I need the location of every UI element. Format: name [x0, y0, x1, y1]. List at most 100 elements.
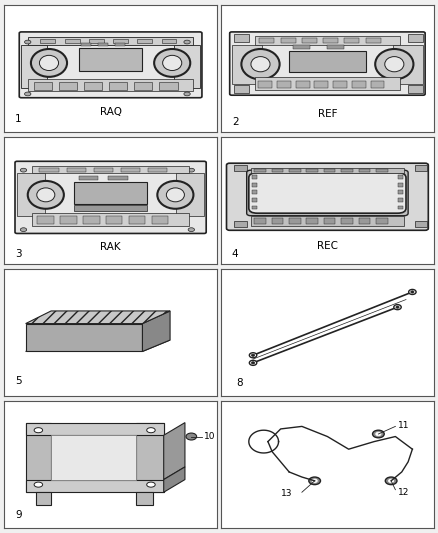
Bar	[109, 176, 127, 180]
Bar	[341, 168, 353, 172]
Text: 2: 2	[232, 117, 238, 127]
Ellipse shape	[20, 228, 27, 231]
Ellipse shape	[31, 49, 67, 77]
Bar	[84, 82, 102, 90]
Bar	[254, 219, 266, 224]
Bar	[79, 49, 142, 71]
Bar	[234, 165, 247, 172]
Ellipse shape	[251, 362, 254, 364]
Bar	[30, 326, 136, 329]
FancyBboxPatch shape	[247, 170, 408, 216]
Ellipse shape	[188, 168, 194, 172]
Text: RAK: RAK	[100, 243, 121, 253]
Ellipse shape	[25, 92, 31, 96]
FancyBboxPatch shape	[15, 161, 206, 233]
Bar	[32, 213, 189, 226]
Ellipse shape	[411, 291, 414, 293]
Text: 5: 5	[15, 376, 21, 385]
Bar	[306, 168, 318, 172]
Bar	[83, 216, 99, 224]
Bar	[254, 168, 266, 172]
Bar	[74, 205, 147, 211]
Bar	[289, 219, 300, 224]
Bar	[414, 165, 427, 172]
Bar	[234, 221, 247, 227]
Polygon shape	[25, 340, 170, 351]
Bar	[159, 82, 177, 90]
FancyBboxPatch shape	[249, 173, 406, 213]
Bar	[234, 85, 249, 93]
Bar	[398, 198, 403, 202]
Bar	[324, 219, 336, 224]
Polygon shape	[25, 480, 164, 492]
Text: REC: REC	[317, 241, 338, 251]
Polygon shape	[136, 423, 164, 492]
Bar	[30, 347, 136, 350]
Bar	[32, 166, 189, 173]
Bar	[138, 38, 152, 43]
Polygon shape	[36, 492, 51, 505]
Ellipse shape	[184, 92, 190, 96]
Ellipse shape	[396, 306, 399, 308]
Ellipse shape	[312, 479, 317, 482]
Bar	[30, 343, 136, 346]
Bar	[174, 45, 200, 87]
Ellipse shape	[251, 56, 270, 72]
Bar	[106, 216, 123, 224]
Bar	[234, 35, 249, 42]
Ellipse shape	[166, 188, 184, 202]
Ellipse shape	[34, 427, 42, 433]
Bar	[289, 51, 366, 72]
Ellipse shape	[249, 360, 257, 366]
FancyBboxPatch shape	[230, 32, 425, 95]
Bar	[148, 167, 167, 172]
Bar	[366, 38, 381, 43]
Bar	[255, 77, 399, 90]
Bar	[121, 167, 140, 172]
Bar	[28, 79, 194, 92]
Bar	[272, 219, 283, 224]
Bar	[67, 167, 86, 172]
Bar	[333, 82, 347, 88]
Ellipse shape	[376, 432, 381, 436]
Bar	[89, 38, 104, 43]
Text: 1: 1	[15, 114, 21, 124]
Bar	[34, 82, 52, 90]
Bar	[398, 206, 403, 209]
Ellipse shape	[249, 353, 257, 358]
Text: RAQ: RAQ	[99, 107, 122, 117]
Bar	[398, 175, 403, 179]
Bar	[323, 38, 338, 43]
Bar	[51, 435, 136, 480]
Bar	[177, 173, 204, 216]
Bar	[134, 82, 152, 90]
Polygon shape	[25, 311, 170, 324]
Bar	[59, 82, 77, 90]
Bar	[17, 173, 45, 216]
Bar	[30, 337, 136, 341]
Ellipse shape	[37, 188, 55, 202]
Polygon shape	[136, 492, 153, 505]
Text: REF: REF	[318, 109, 337, 119]
Ellipse shape	[241, 49, 279, 79]
Text: 13: 13	[281, 489, 292, 498]
Bar	[251, 168, 404, 173]
Bar	[376, 219, 388, 224]
Bar	[252, 198, 257, 202]
Bar	[232, 45, 261, 84]
Bar	[252, 175, 257, 179]
Ellipse shape	[186, 433, 197, 440]
Bar	[341, 219, 353, 224]
Bar	[65, 38, 80, 43]
Ellipse shape	[162, 55, 182, 70]
Bar	[251, 216, 404, 226]
Bar	[293, 45, 311, 49]
Bar	[414, 221, 427, 227]
Ellipse shape	[373, 430, 384, 438]
Ellipse shape	[34, 482, 42, 487]
Bar	[129, 216, 145, 224]
Ellipse shape	[25, 40, 31, 44]
Bar	[259, 38, 274, 43]
Bar	[115, 43, 125, 46]
Bar	[37, 216, 54, 224]
